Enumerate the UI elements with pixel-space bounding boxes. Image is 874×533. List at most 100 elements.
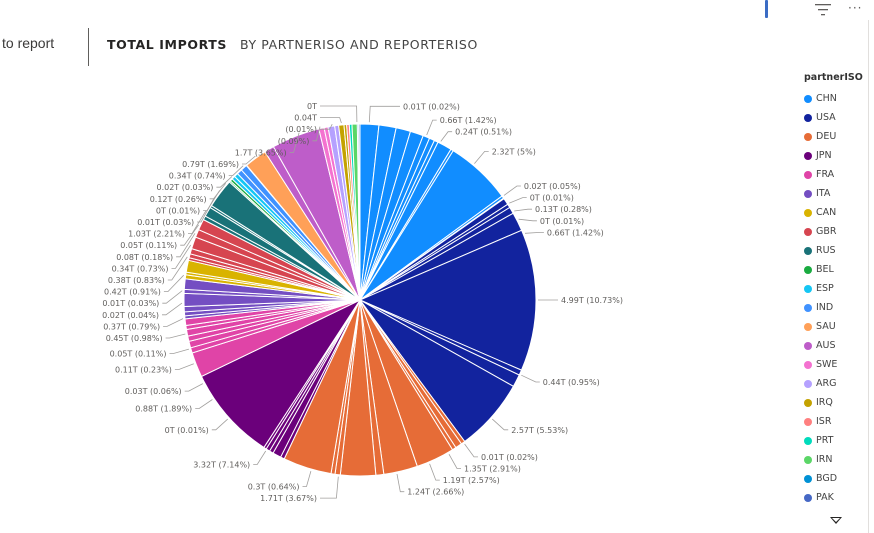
legend-marker [804,417,812,426]
data-label: 0.12T (0.26%) [150,195,207,204]
data-label: (0.01%) [285,125,317,134]
data-label: 0T (0.01%) [165,426,209,435]
legend-label: PRT [816,435,834,446]
leader-line [163,318,184,327]
data-label: 1.7T (3.65%) [235,148,287,157]
pie-slice-jpn[interactable] [200,298,362,449]
leader-line [162,290,183,304]
legend-marker [804,360,812,369]
legend-item-gbr[interactable]: GBR [804,222,870,241]
legend-item-irn[interactable]: IRN [804,450,870,469]
leader-line [289,132,300,153]
leader-line [169,348,190,354]
legend-scroll-down-icon[interactable] [830,517,842,524]
leader-line [253,450,267,465]
header-divider [88,28,89,66]
leader-line [211,418,228,431]
data-label: 0.05T (0.11%) [120,241,177,250]
pie-slice-pak[interactable] [358,123,361,301]
legend-label: CAN [816,207,837,218]
legend-marker [804,436,812,445]
data-label: 0.01T (0.02%) [481,453,538,462]
legend-label: IRQ [816,397,833,408]
filter-icon[interactable] [815,4,831,16]
legend-item-bel[interactable]: BEL [804,260,870,279]
legend-item-chn[interactable]: CHN [804,89,870,108]
tab-total-imports[interactable]: TOTAL IMPORTS [107,37,227,52]
leader-line [320,117,342,124]
legend-item-prt[interactable]: PRT [804,431,870,450]
legend-label: BEL [816,264,834,275]
data-label: 0.02T (0.03%) [156,183,213,192]
leader-line [524,231,544,234]
legend-marker [804,227,812,236]
leader-line [174,363,194,370]
tab-by-partneriso-and-reporteriso[interactable]: BY PARTNERISO AND REPORTERISO [240,37,478,52]
legend-item-bgd[interactable]: BGD [804,469,870,488]
data-label: 0.11T (0.23%) [115,366,172,375]
back-to-report-link[interactable]: to report [2,35,55,51]
legend-item-deu[interactable]: DEU [804,127,870,146]
leader-line [167,256,188,281]
leader-line [163,274,184,293]
legend-item-arg[interactable]: ARG [804,374,870,393]
leader-line [216,176,233,188]
legend-item-pak[interactable]: PAK [804,488,870,507]
legend-item-esp[interactable]: ESP [804,279,870,298]
legend-marker [804,113,812,122]
more-options-icon[interactable]: ··· [848,1,863,15]
leader-line [312,126,321,142]
legend-item-usa[interactable]: USA [804,108,870,127]
legend-item-rus[interactable]: RUS [804,241,870,260]
legend-label: CHN [816,93,837,104]
data-label: 0.37T (0.79%) [103,322,160,331]
legend-item-aus[interactable]: AUS [804,336,870,355]
leader-line [429,463,440,481]
legend-label: BGD [816,473,838,484]
leader-line [448,454,461,469]
data-label: 0.01T (0.03%) [102,299,159,308]
data-label: 0.45T (0.98%) [106,334,163,343]
leader-line [514,208,532,212]
data-label: 0.02T (0.04%) [102,311,159,320]
legend-item-can[interactable]: CAN [804,203,870,222]
leader-line [180,224,200,246]
legend-marker [804,398,812,407]
data-label: 0.42T (0.91%) [104,288,161,297]
legend-item-irq[interactable]: IRQ [804,393,870,412]
legend-item-fra[interactable]: FRA [804,165,870,184]
data-label: 0.79T (1.69%) [182,160,239,169]
data-label: 0.02T (0.05%) [524,182,581,191]
pie-slice-usa[interactable] [358,229,537,371]
data-label: 0.01T (0.03%) [137,218,194,227]
data-label: 0T (0.01%) [540,217,584,226]
leader-line [176,233,196,258]
legend-item-swe[interactable]: SWE [804,355,870,374]
data-label: 0T (0.01%) [156,206,200,215]
legend-item-isr[interactable]: ISR [804,412,870,431]
data-label: 2.57T (5.53%) [511,426,568,435]
data-label: 0.05T (0.11%) [110,350,167,359]
data-label: 0.66T (1.42%) [440,116,497,125]
leader-line [197,197,215,223]
legend-marker [804,132,812,141]
legend-marker [804,94,812,103]
legend-item-sau[interactable]: SAU [804,317,870,336]
legend-marker [804,170,812,179]
legend-label: FRA [816,169,835,180]
legend-item-ita[interactable]: ITA [804,184,870,203]
legend-label: DEU [816,131,837,142]
legend-marker [804,474,812,483]
leader-line [396,474,405,493]
pane-border [868,20,869,533]
legend-item-jpn[interactable]: JPN [804,146,870,165]
data-label: 0.34T (0.73%) [112,264,169,273]
legend-marker [804,493,812,502]
data-label: 0.01T (0.02%) [403,102,460,111]
legend-label: ARG [816,378,837,389]
legend-item-ind[interactable]: IND [804,298,870,317]
data-label: 0T [307,102,317,111]
leader-line [521,374,540,383]
info-icon[interactable] [765,0,768,18]
data-label: 0T (0.01%) [530,194,574,203]
